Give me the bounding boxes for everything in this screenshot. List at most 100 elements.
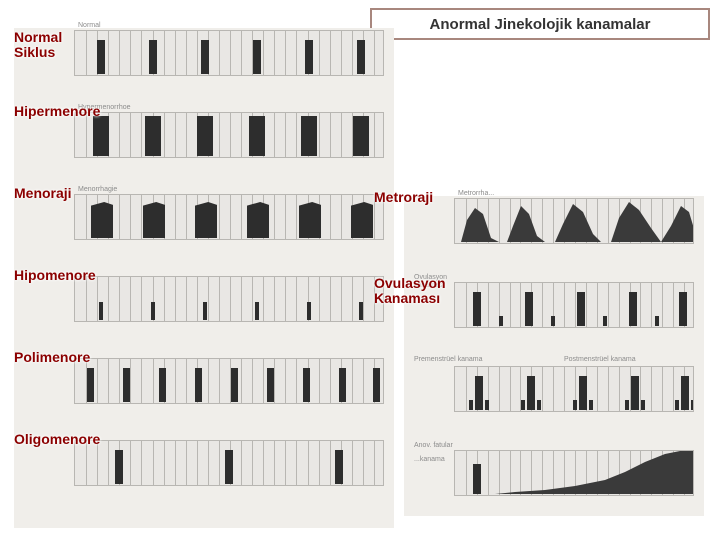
data-bar — [91, 202, 113, 238]
pattern-row-hipermenore: HipermenoreHypermenorrhoe — [14, 110, 394, 164]
page-title: Anormal Jinekolojik kanamalar — [370, 8, 710, 40]
data-bar — [149, 40, 157, 74]
data-bar — [339, 368, 346, 402]
data-bar — [589, 400, 593, 410]
data-bar — [231, 368, 238, 402]
pattern-row-metroraji: MetrorajiMetrorrha... — [404, 196, 704, 250]
data-bar — [249, 116, 265, 156]
pattern-row-hipomenore: Hipomenore — [14, 274, 394, 328]
data-bar — [145, 116, 161, 156]
data-bar — [475, 376, 483, 410]
data-bar — [373, 368, 380, 402]
data-bar — [203, 302, 207, 320]
data-bar — [655, 316, 659, 326]
row-label-menoraji: Menoraji — [14, 186, 72, 201]
faint-label: Normal — [78, 22, 101, 29]
data-bar — [351, 202, 373, 238]
faint-label: Anov. fatular — [414, 442, 453, 449]
data-bar — [357, 40, 365, 74]
data-bar — [577, 292, 585, 326]
faint-label: ...kanama — [414, 456, 445, 463]
chart-strip — [454, 450, 694, 496]
row-label-normal: Normal Siklus — [14, 30, 62, 59]
data-bar — [225, 450, 233, 484]
data-bar — [641, 400, 645, 410]
data-bar — [353, 116, 369, 156]
faint-label: Metrorrha... — [458, 190, 494, 197]
chart-strip — [454, 198, 694, 244]
data-bar — [359, 302, 363, 320]
data-bar — [525, 292, 533, 326]
row-label-metroraji: Metroraji — [374, 190, 433, 205]
pattern-row-polimenore: Polimenore — [14, 356, 394, 410]
faint-label: Menorrhagie — [78, 186, 117, 193]
data-bar — [93, 116, 109, 156]
data-bar — [631, 376, 639, 410]
chart-strip — [454, 282, 694, 328]
data-bar — [485, 400, 489, 410]
data-bar — [267, 368, 274, 402]
data-bar — [469, 400, 473, 410]
data-bar — [159, 368, 166, 402]
data-bar — [691, 400, 694, 410]
data-bar — [573, 400, 577, 410]
row-label-oligomenore: Oligomenore — [14, 432, 100, 447]
data-bar — [255, 302, 259, 320]
data-bar — [681, 376, 689, 410]
data-bar — [305, 40, 313, 74]
right-column: MetrorajiMetrorrha... Ovulasyon KanamasıO… — [404, 196, 704, 516]
irregular-shape — [455, 450, 694, 494]
chart-strip — [74, 276, 384, 322]
data-bar — [579, 376, 587, 410]
data-bar — [499, 316, 503, 326]
data-bar — [151, 302, 155, 320]
pattern-row-anov: Anov. fatular...kanama — [404, 448, 704, 502]
data-bar — [299, 202, 321, 238]
data-bar — [603, 316, 607, 326]
data-bar — [201, 40, 209, 74]
chart-strip — [74, 194, 384, 240]
chart-strip — [74, 440, 384, 486]
pattern-row-ovulasyon: Ovulasyon KanamasıOvulasyonkanaması — [404, 280, 704, 334]
data-bar — [195, 202, 217, 238]
pattern-row-menoraji: MenorajiMenorrhagie — [14, 192, 394, 246]
data-bar — [551, 316, 555, 326]
chart-strip — [74, 30, 384, 76]
data-bar — [247, 202, 269, 238]
data-bar — [97, 40, 105, 74]
pattern-row-oligomenore: Oligomenore — [14, 438, 394, 492]
data-bar — [473, 292, 481, 326]
faint-label: Postmenstrüel kanama — [564, 356, 636, 363]
data-bar — [679, 292, 687, 326]
data-bar — [253, 40, 261, 74]
data-bar — [527, 376, 535, 410]
data-bar — [303, 368, 310, 402]
row-label-polimenore: Polimenore — [14, 350, 90, 365]
data-bar — [99, 302, 103, 320]
pattern-row-normal: Normal SiklusNormalgun — [14, 28, 394, 82]
data-bar — [335, 450, 343, 484]
data-bar — [537, 400, 541, 410]
data-bar — [195, 368, 202, 402]
data-bar — [301, 116, 317, 156]
data-bar — [473, 464, 481, 494]
faint-label: Premenstrüel kanama — [414, 356, 482, 363]
data-bar — [123, 368, 130, 402]
row-label-ovulasyon: Ovulasyon Kanaması — [374, 276, 446, 305]
data-bar — [625, 400, 629, 410]
data-bar — [675, 400, 679, 410]
chart-strip — [454, 366, 694, 412]
irregular-shape — [455, 198, 694, 242]
chart-strip — [74, 358, 384, 404]
chart-strip — [74, 112, 384, 158]
data-bar — [115, 450, 123, 484]
data-bar — [197, 116, 213, 156]
pattern-row-peri-menstr: Premenstrüel kanamaPostmenstrüel kanama — [404, 364, 704, 418]
row-label-hipermenore: Hipermenore — [14, 104, 100, 119]
data-bar — [143, 202, 165, 238]
row-label-hipomenore: Hipomenore — [14, 268, 96, 283]
data-bar — [629, 292, 637, 326]
data-bar — [521, 400, 525, 410]
data-bar — [307, 302, 311, 320]
page-title-text: Anormal Jinekolojik kanamalar — [430, 16, 651, 33]
